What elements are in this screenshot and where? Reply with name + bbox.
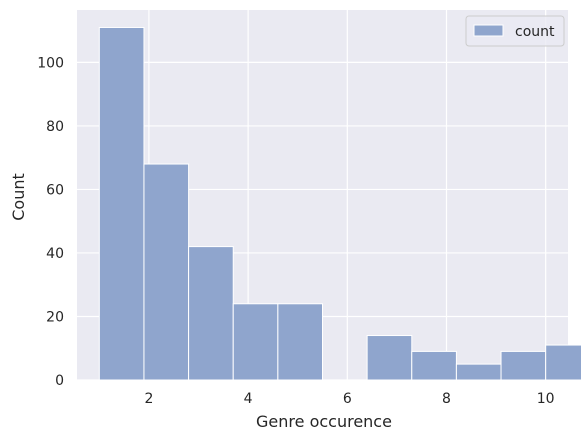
bars-group bbox=[98, 26, 581, 381]
histogram-bar bbox=[98, 26, 145, 381]
y-tick-label: 20 bbox=[46, 309, 64, 325]
histogram-bar bbox=[188, 246, 234, 381]
histogram-bar bbox=[232, 303, 279, 381]
legend: count bbox=[465, 15, 565, 47]
histogram-bar bbox=[500, 350, 547, 381]
histogram-bar bbox=[411, 350, 457, 381]
histogram-bar bbox=[366, 335, 413, 381]
legend-box bbox=[465, 15, 565, 47]
y-tick-label: 100 bbox=[37, 55, 64, 71]
y-tick-label: 0 bbox=[55, 373, 64, 389]
y-tick-labels: 0 20 40 60 80 100 bbox=[37, 55, 64, 389]
x-axis-label: Genre occurence bbox=[256, 412, 392, 431]
y-tick-label: 60 bbox=[46, 182, 64, 198]
legend-swatch bbox=[473, 24, 504, 37]
y-tick-label: 40 bbox=[46, 246, 64, 262]
histogram-bar bbox=[545, 344, 581, 381]
x-tick-label: 4 bbox=[244, 391, 253, 407]
histogram-bar bbox=[143, 163, 190, 381]
x-tick-label: 6 bbox=[343, 391, 352, 407]
histogram-bar bbox=[455, 363, 502, 381]
y-axis-label: Count bbox=[9, 173, 28, 221]
histogram-bar bbox=[277, 303, 324, 381]
x-tick-label: 2 bbox=[144, 391, 153, 407]
legend-label: count bbox=[515, 24, 555, 40]
x-tick-labels: 2 4 6 8 10 bbox=[144, 391, 554, 407]
y-tick-label: 80 bbox=[46, 119, 64, 135]
x-tick-label: 10 bbox=[537, 391, 555, 407]
x-tick-label: 8 bbox=[442, 391, 451, 407]
